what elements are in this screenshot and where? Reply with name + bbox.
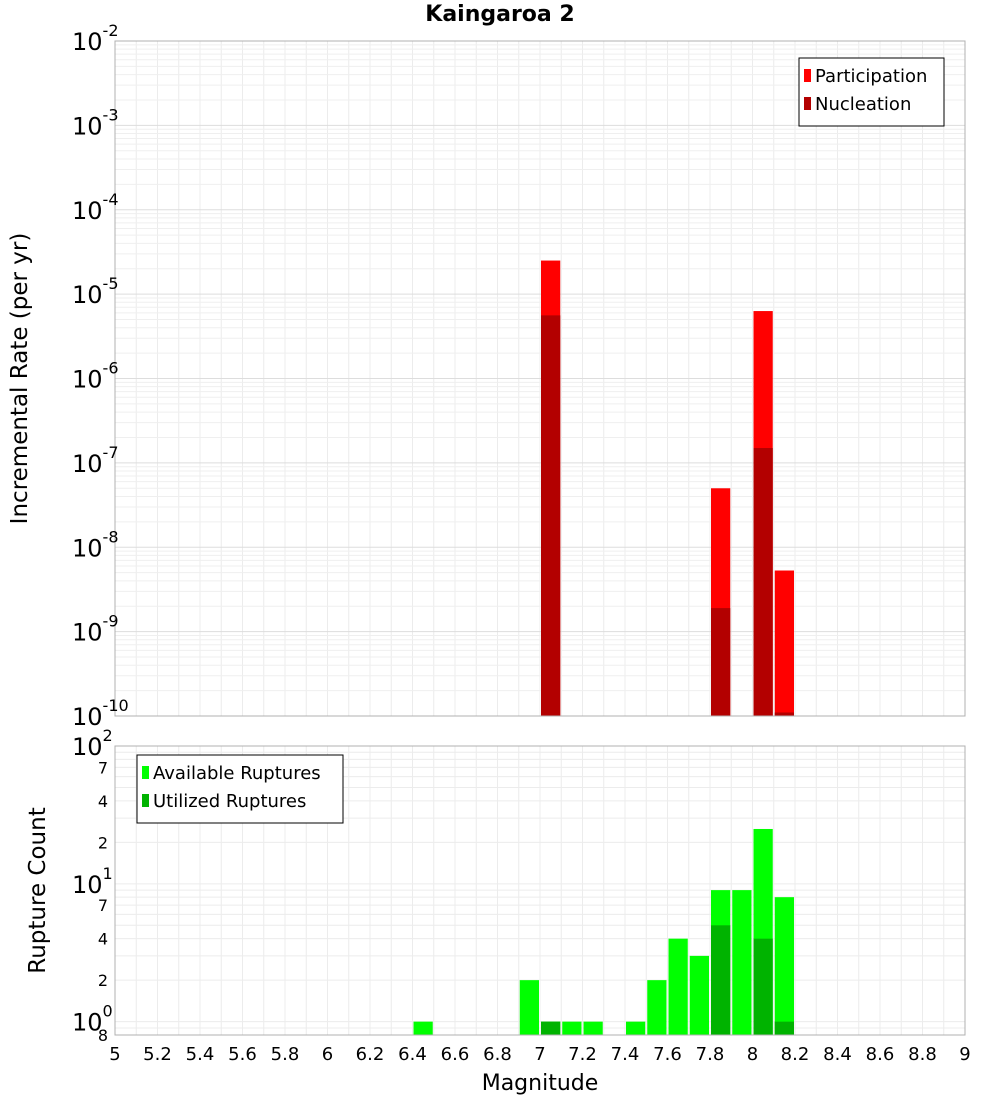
count-bar-available-ruptures (689, 955, 709, 1035)
legend-entry: Available Ruptures (153, 763, 321, 784)
x-axis-label: Magnitude (482, 1071, 599, 1096)
y-tick-label: 10-5 (72, 274, 119, 309)
chart-title: Kaingaroa 2 (425, 2, 575, 27)
x-tick-label: 6.4 (398, 1044, 427, 1065)
legend-swatch (142, 766, 149, 779)
x-tick-label: 9 (959, 1044, 970, 1065)
y-tick-label: 2 (98, 833, 108, 852)
y-tick-labels-top: 10-10 10-9 10-8 10-7 10-6 10-5 10-4 10-3 10-2 (72, 21, 129, 731)
y-tick-label: 101 (72, 864, 113, 899)
legend-bottom: Available Ruptures Utilized Ruptures (136, 754, 344, 824)
rate-bar-nucleation (774, 712, 794, 716)
legend-box (136, 754, 344, 824)
plot-frame-top (114, 40, 966, 717)
y-tick-label: 7 (98, 896, 108, 915)
x-tick-label: 5.2 (143, 1044, 172, 1065)
x-tick-label: 8 (747, 1044, 758, 1065)
y-tick-label: 10-6 (72, 359, 119, 394)
y-tick-label: 4 (98, 930, 108, 949)
gridlines-top (114, 41, 966, 717)
x-tick-label: 7.6 (653, 1044, 682, 1065)
y-axis-label-bottom: Rupture Count (25, 807, 51, 973)
count-bar-utilized-ruptures (774, 1021, 794, 1035)
count-bar-available-ruptures (647, 980, 667, 1035)
legend-entry: Utilized Ruptures (153, 791, 306, 812)
y-tick-label: 2 (98, 971, 108, 990)
x-tick-label: 5.4 (186, 1044, 215, 1065)
x-tick-labels: 5 5.2 5.4 5.6 5.8 6 6.2 6.4 6.6 6.8 7 7.2 7.4 7.6 7.8 8… (109, 1044, 970, 1065)
count-bar-available-ruptures (732, 890, 752, 1035)
x-tick-label: 7.8 (696, 1044, 725, 1065)
y-tick-label: 102 (72, 726, 113, 761)
x-tick-label: 8.8 (908, 1044, 937, 1065)
count-bar-available-ruptures (583, 1021, 603, 1035)
count-bars (413, 828, 794, 1035)
legend-entry: Participation (815, 66, 927, 87)
y-tick-label: 10-4 (72, 190, 119, 225)
y-tick-label: 10-9 (72, 612, 119, 647)
legend-entry: Nucleation (815, 94, 911, 115)
x-tick-label: 8.4 (823, 1044, 852, 1065)
rate-bar-nucleation (541, 315, 561, 716)
x-tick-label: 7.4 (611, 1044, 640, 1065)
plot-frame-bottom (114, 745, 966, 1036)
count-bar-utilized-ruptures (541, 1021, 561, 1035)
y-tick-label: 10-2 (72, 21, 119, 56)
y-tick-label: 7 (98, 758, 108, 777)
x-tick-label: 6.6 (441, 1044, 470, 1065)
count-bar-available-ruptures (413, 1021, 433, 1035)
y-tick-label: 10-3 (72, 105, 119, 140)
count-bar-utilized-ruptures (711, 925, 731, 1035)
x-tick-label: 5.6 (228, 1044, 257, 1065)
rate-bars (541, 260, 794, 716)
count-bar-available-ruptures (668, 938, 688, 1035)
y-tick-label: 10-7 (72, 443, 119, 478)
legend-swatch (804, 97, 811, 110)
legend-box (798, 57, 945, 127)
y-tick-label: 100 (72, 1002, 113, 1037)
x-tick-label: 6.8 (483, 1044, 512, 1065)
count-bar-available-ruptures (562, 1021, 582, 1035)
legend-swatch (142, 794, 149, 807)
y-tick-label: 8 (98, 1026, 108, 1045)
y-tick-label: 10-8 (72, 527, 119, 562)
x-tick-label: 5.8 (271, 1044, 300, 1065)
x-tick-label: 6 (322, 1044, 333, 1065)
legend-swatch (804, 69, 811, 82)
x-tick-label: 8.6 (866, 1044, 895, 1065)
legend-top: Participation Nucleation (798, 57, 945, 127)
x-tick-label: 5 (109, 1044, 120, 1065)
x-tick-label: 6.2 (356, 1044, 385, 1065)
rate-bar-nucleation (711, 608, 731, 716)
y-axis-label-top: Incremental Rate (per yr) (7, 233, 33, 525)
count-bar-available-ruptures (626, 1021, 646, 1035)
rate-bar-participation (774, 570, 794, 716)
count-bar-utilized-ruptures (753, 938, 773, 1035)
x-tick-label: 7.2 (568, 1044, 597, 1065)
rate-bar-nucleation (753, 448, 773, 716)
x-tick-label: 8.2 (781, 1044, 810, 1065)
y-tick-label: 4 (98, 792, 108, 811)
count-bar-available-ruptures (774, 897, 794, 1035)
y-tick-label: 10-10 (72, 696, 129, 731)
x-tick-label: 7 (534, 1044, 545, 1065)
count-bar-available-ruptures (519, 980, 539, 1035)
